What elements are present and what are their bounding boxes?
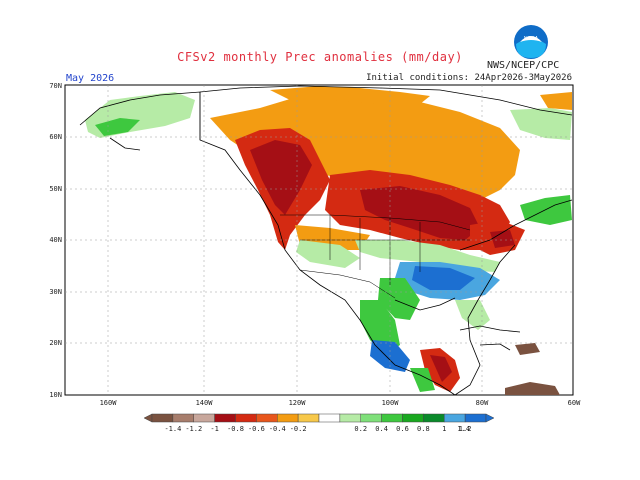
colorbar-cell — [297, 413, 320, 423]
colorbar-label: 1 — [442, 425, 447, 433]
colorbar-arrow-high — [485, 413, 495, 423]
colorbar-cell — [444, 413, 466, 423]
colorbar-cell — [381, 413, 403, 423]
colorbar-label: 0.6 — [396, 425, 409, 433]
lon-label: 160W — [99, 399, 117, 407]
colorbar-cell — [256, 413, 278, 423]
lon-label: 60W — [567, 399, 581, 407]
colorbar-cell — [235, 413, 257, 423]
coastlines — [79, 85, 573, 395]
lon-label: 100W — [381, 399, 399, 407]
colorbar-cell — [318, 413, 341, 423]
colorbar-label: -0.2 — [289, 425, 307, 433]
colorbar-label: 0.8 — [417, 425, 430, 433]
colorbar-label: 1.4 — [457, 425, 471, 433]
colorbar-cell — [402, 413, 424, 423]
colorbar-cell — [464, 413, 487, 423]
colorbar-label: -1.2 — [185, 425, 203, 433]
colorbar-cell — [360, 413, 382, 423]
colorbar-label: -0.4 — [268, 425, 286, 433]
forecast-month: May 2026 — [66, 73, 115, 84]
lat-label: 60N — [49, 133, 62, 141]
colorbar-label: -1.4 — [164, 425, 182, 433]
anomaly-shading — [85, 86, 572, 395]
colorbar-cell — [151, 413, 174, 423]
colorbar-label: 0.2 — [354, 425, 368, 433]
lon-label: 140W — [195, 399, 213, 407]
colorbar-label: -0.6 — [247, 425, 265, 433]
colorbar-cell — [193, 413, 215, 423]
lat-label: 50N — [49, 185, 62, 193]
svg-text:NOAA: NOAA — [524, 36, 539, 42]
lat-label: 30N — [49, 288, 62, 296]
colorbar-label: 0.4 — [375, 425, 388, 433]
lat-label: 70N — [49, 82, 62, 90]
colorbar-label: 1.2 — [458, 425, 472, 433]
lon-label: 120W — [288, 399, 306, 407]
colorbar-arrow-low — [143, 413, 153, 423]
lat-label: 20N — [49, 339, 62, 347]
colorbar-cell — [172, 413, 194, 423]
colorbar-cell — [277, 413, 299, 423]
colorbar-label: -1 — [210, 425, 219, 433]
graticule — [65, 85, 573, 395]
colorbar-cell — [339, 413, 361, 423]
agency-label: NWS/NCEP/CPC — [487, 60, 560, 71]
map-title: CFSv2 monthly Prec anomalies (mm/day) — [177, 50, 463, 64]
initial-conditions: Initial conditions: 24Apr2026-3May2026 — [366, 73, 572, 83]
colorbar-label: -0.8 — [227, 425, 244, 433]
noaa-logo-icon: NOAA — [514, 25, 548, 59]
lat-label: 10N — [49, 391, 62, 399]
lon-label: 80W — [475, 399, 489, 407]
colorbar-cell — [214, 413, 236, 423]
lat-label: 40N — [49, 236, 62, 244]
colorbar-cell — [423, 413, 445, 423]
